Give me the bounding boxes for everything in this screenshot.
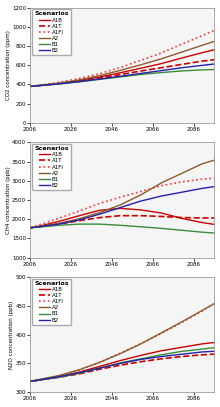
Y-axis label: CO2 concentration (ppm): CO2 concentration (ppm)	[6, 30, 11, 100]
Legend: A1B, A1T, A1FI, A2, B1, B2: A1B, A1T, A1FI, A2, B1, B2	[32, 144, 71, 190]
Legend: A1B, A1T, A1FI, A2, B1, B2: A1B, A1T, A1FI, A2, B1, B2	[32, 9, 71, 55]
Y-axis label: N2O concentration (ppb): N2O concentration (ppb)	[9, 300, 14, 369]
Y-axis label: CH4 concentration (ppb): CH4 concentration (ppb)	[6, 166, 11, 234]
Legend: A1B, A1T, A1FI, A2, B1, B2: A1B, A1T, A1FI, A2, B1, B2	[32, 279, 71, 325]
